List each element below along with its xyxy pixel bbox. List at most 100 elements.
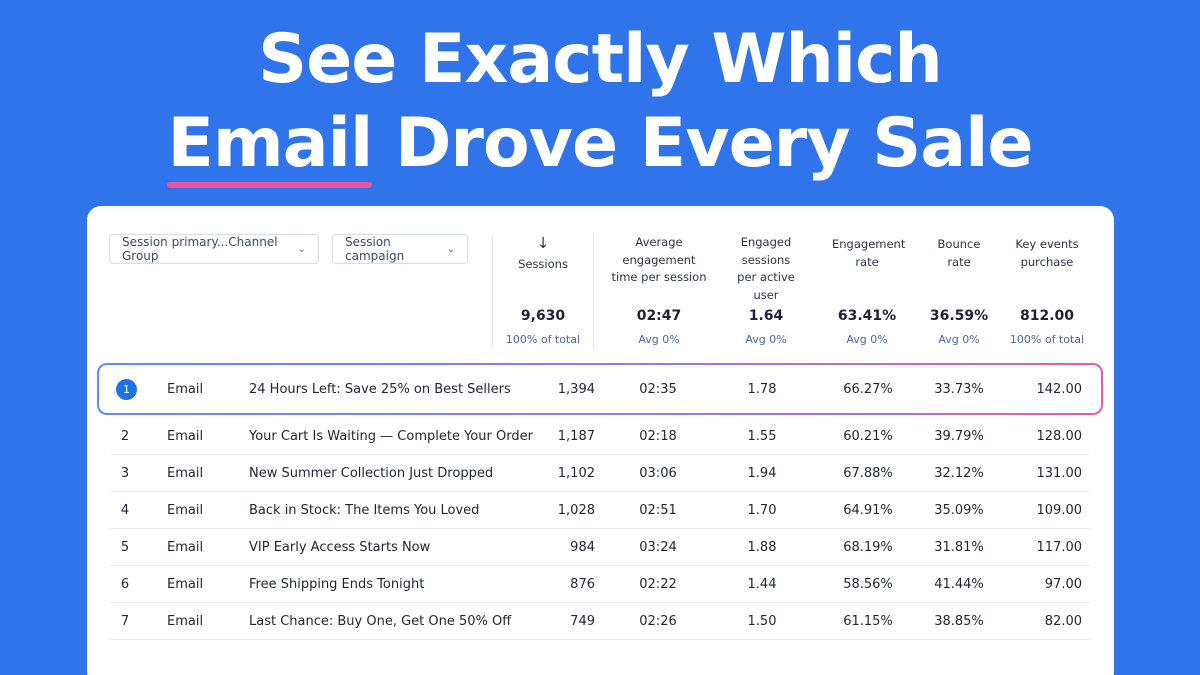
table-row[interactable]: 3 Email New Summer Collection Just Dropped…: [0, 455, 1200, 492]
table-row[interactable]: 2 Email Your Cart Is Waiting — Complete Yo…: [0, 418, 1200, 455]
avg-engagement-time-cell: 02:26: [639, 614, 677, 629]
headline-line-2: Email Drove Every Sale: [0, 102, 1200, 188]
column-total-subtext-6: 100% of total: [1009, 333, 1085, 346]
engagement-rate-cell: 66.27%: [843, 382, 893, 397]
bounce-rate-cell: 39.79%: [934, 429, 984, 444]
campaign-cell[interactable]: VIP Early Access Starts Now: [249, 540, 431, 555]
accent-underline: [167, 182, 373, 188]
bounce-rate-cell: 32.12%: [934, 466, 984, 481]
column-header-4[interactable]: Engagement rate: [822, 234, 912, 271]
column-header-label: Engagement rate: [832, 237, 906, 269]
report-card: Session primary...Channel Group ⌄ Sessio…: [87, 206, 1114, 675]
chevron-down-icon: ⌄: [446, 243, 455, 255]
column-total-6: 812.00: [1019, 308, 1075, 324]
campaign-cell[interactable]: Your Cart Is Waiting — Complete Your Ord…: [249, 429, 533, 444]
sessions-cell: 1,187: [557, 429, 595, 444]
sessions-cell: 984: [570, 540, 595, 555]
column-header-label: Key events purchase: [1015, 237, 1079, 269]
row-divider: [110, 491, 1090, 492]
campaign-dropdown-label: Session campaign: [345, 235, 405, 263]
channel-group-dropdown-label: Session primary...Channel Group: [122, 235, 278, 263]
row-index: 3: [120, 466, 130, 481]
engaged-sessions-cell: 1.55: [747, 429, 777, 444]
sessions-cell: 1,394: [557, 382, 595, 397]
column-header-2[interactable]: Average engagement time per session: [604, 234, 714, 287]
bounce-rate-cell: 41.44%: [934, 577, 984, 592]
bounce-rate-cell: 35.09%: [934, 503, 984, 518]
channel-group-dropdown[interactable]: Session primary...Channel Group ⌄: [109, 234, 319, 264]
row-divider: [110, 454, 1090, 455]
engagement-rate-cell: 60.21%: [843, 429, 893, 444]
key-events-purchase-cell: 142.00: [1036, 382, 1083, 397]
avg-engagement-time-cell: 02:51: [639, 503, 677, 518]
column-total-4: 63.41%: [837, 308, 897, 324]
column-header-label: Engaged sessions per active user: [737, 235, 795, 302]
sessions-cell: 749: [570, 614, 595, 629]
channel-cell: Email: [167, 466, 204, 481]
column-header-5[interactable]: Bounce rate: [919, 234, 999, 271]
rank-badge: 1: [116, 379, 137, 400]
headline-accent-word: Email: [167, 102, 373, 188]
row-index: 2: [120, 429, 130, 444]
column-header-6[interactable]: Key events purchase: [1002, 234, 1092, 271]
column-header-1[interactable]: ↓ Sessions: [498, 234, 588, 274]
campaign-cell[interactable]: New Summer Collection Just Dropped: [249, 466, 494, 481]
engaged-sessions-cell: 1.94: [747, 466, 777, 481]
row-index: 1: [116, 371, 137, 408]
avg-engagement-time-cell: 03:24: [639, 540, 677, 555]
headline-line-2-rest: Drove Every Sale: [372, 104, 1034, 183]
bounce-rate-cell: 38.85%: [934, 614, 984, 629]
sessions-cell: 1,028: [557, 503, 595, 518]
channel-cell: Email: [167, 614, 204, 629]
table-row[interactable]: 7 Email Last Chance: Buy One, Get One 50% …: [0, 603, 1200, 640]
avg-engagement-time-cell: 02:35: [639, 382, 677, 397]
headline: See Exactly Which Email Drove Every Sale: [0, 18, 1200, 188]
campaign-cell[interactable]: Free Shipping Ends Tonight: [249, 577, 425, 592]
chevron-down-icon: ⌄: [297, 243, 306, 255]
engaged-sessions-cell: 1.70: [747, 503, 777, 518]
column-header-label: Sessions: [518, 257, 568, 271]
table-row[interactable]: 1 Email 24 Hours Left: Save 25% on Best Se…: [0, 371, 1200, 408]
row-divider: [110, 528, 1090, 529]
engaged-sessions-cell: 1.78: [747, 382, 777, 397]
column-total-subtext-2: Avg 0%: [638, 333, 680, 346]
campaign-cell[interactable]: Back in Stock: The Items You Loved: [249, 503, 480, 518]
row-index: 6: [120, 577, 130, 592]
campaign-cell[interactable]: 24 Hours Left: Save 25% on Best Sellers: [249, 382, 511, 397]
campaign-dropdown[interactable]: Session campaign ⌄: [332, 234, 468, 264]
avg-engagement-time-cell: 03:06: [639, 466, 677, 481]
campaign-cell[interactable]: Last Chance: Buy One, Get One 50% Off: [249, 614, 512, 629]
row-index: 4: [120, 503, 130, 518]
channel-cell: Email: [167, 540, 204, 555]
column-total-subtext-1: 100% of total: [505, 333, 581, 346]
table-row[interactable]: 5 Email VIP Early Access Starts Now 984 03:2…: [0, 529, 1200, 566]
key-events-purchase-cell: 131.00: [1036, 466, 1083, 481]
sessions-cell: 1,102: [557, 466, 595, 481]
column-header-3[interactable]: Engaged sessions per active user: [721, 234, 811, 304]
key-events-purchase-cell: 82.00: [1044, 614, 1082, 629]
key-events-purchase-cell: 109.00: [1036, 503, 1083, 518]
table-row[interactable]: 4 Email Back in Stock: The Items You Loved…: [0, 492, 1200, 529]
engagement-rate-cell: 58.56%: [843, 577, 893, 592]
highlight-row-outline: [97, 363, 1103, 415]
channel-cell: Email: [167, 577, 204, 592]
key-events-purchase-cell: 97.00: [1044, 577, 1082, 592]
sessions-cell: 876: [570, 577, 595, 592]
column-total-5: 36.59%: [929, 308, 989, 324]
key-events-purchase-cell: 128.00: [1036, 429, 1083, 444]
table-row[interactable]: 6 Email Free Shipping Ends Tonight 876 02:22…: [0, 566, 1200, 603]
headline-line-1: See Exactly Which: [258, 20, 943, 99]
row-divider: [110, 639, 1090, 640]
column-divider: [492, 234, 493, 348]
column-total-2: 02:47: [636, 308, 682, 324]
channel-cell: Email: [167, 429, 204, 444]
row-index: 7: [120, 614, 130, 629]
column-total-3: 1.64: [748, 308, 784, 324]
engagement-rate-cell: 64.91%: [843, 503, 893, 518]
column-total-subtext-5: Avg 0%: [938, 333, 980, 346]
column-total-subtext-4: Avg 0%: [846, 333, 888, 346]
column-header-label: Bounce rate: [937, 237, 981, 269]
bounce-rate-cell: 31.81%: [934, 540, 984, 555]
sort-arrow-down-icon[interactable]: ↓: [536, 234, 550, 252]
avg-engagement-time-cell: 02:22: [639, 577, 677, 592]
